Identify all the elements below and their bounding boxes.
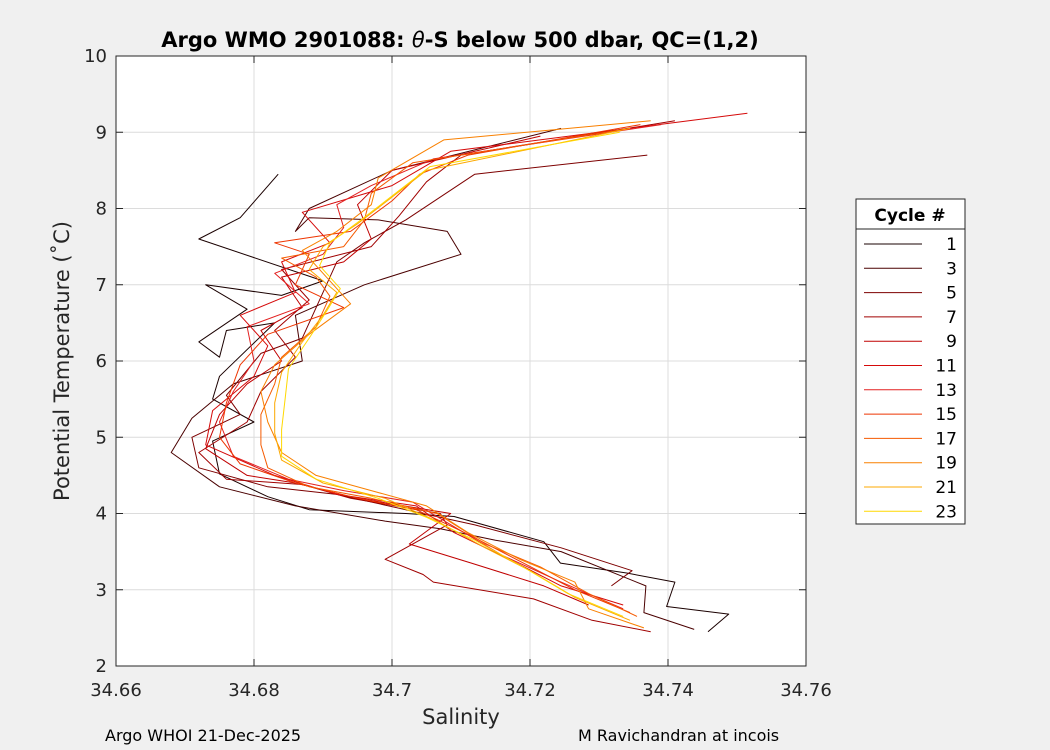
series-line-cycle-19 bbox=[260, 120, 651, 629]
y-axis-label: Potential Temperature (˚C) bbox=[50, 221, 74, 501]
legend-title: Cycle # bbox=[874, 206, 945, 226]
y-tick-label: 4 bbox=[96, 504, 107, 525]
x-tick-label: 34.74 bbox=[642, 680, 694, 701]
axis-ticks: 34.66 34.68 34.7 34.72 34.74 34.76 2 3 4 5 6 7 8 9 10 bbox=[84, 46, 832, 701]
legend-label-cycle-7: 7 bbox=[946, 308, 957, 328]
series-line-cycle-5 bbox=[191, 154, 648, 587]
footer-author: M Ravichandran at incois bbox=[578, 726, 780, 745]
legend-label-cycle-5: 5 bbox=[946, 284, 957, 304]
series-line-cycle-13 bbox=[219, 124, 662, 610]
y-tick-label: 7 bbox=[96, 275, 107, 296]
x-tick-label: 34.66 bbox=[90, 680, 142, 701]
legend-label-cycle-17: 17 bbox=[935, 429, 957, 449]
x-axis-label: Salinity bbox=[422, 705, 500, 729]
x-tick-label: 34.72 bbox=[504, 680, 556, 701]
x-tick-label: 34.76 bbox=[780, 680, 832, 701]
y-tick-label: 10 bbox=[84, 46, 107, 67]
y-tick-label: 3 bbox=[96, 580, 107, 601]
y-tick-label: 2 bbox=[96, 656, 107, 677]
legend-label-cycle-23: 23 bbox=[935, 502, 957, 522]
legend-label-cycle-15: 15 bbox=[935, 405, 957, 425]
series-line-cycle-17 bbox=[260, 127, 638, 617]
y-tick-label: 5 bbox=[96, 427, 107, 448]
legend-label-cycle-19: 19 bbox=[935, 454, 957, 474]
legend-label-cycle-21: 21 bbox=[935, 478, 957, 498]
y-tick-label: 8 bbox=[96, 199, 107, 220]
series-line-cycle-9 bbox=[205, 135, 589, 606]
x-tick-label: 34.7 bbox=[372, 680, 412, 701]
x-tick-label: 34.68 bbox=[228, 680, 280, 701]
footer-source: Argo WHOI 21-Dec-2025 bbox=[105, 726, 302, 745]
legend-label-cycle-11: 11 bbox=[935, 357, 957, 377]
legend-label-cycle-9: 9 bbox=[946, 332, 957, 352]
legend-box bbox=[855, 198, 966, 525]
legend-label-cycle-3: 3 bbox=[946, 259, 957, 279]
y-tick-label: 9 bbox=[96, 122, 107, 143]
legend-label-cycle-1: 1 bbox=[946, 235, 957, 255]
y-tick-label: 6 bbox=[96, 351, 107, 372]
series-line-cycle-15 bbox=[219, 124, 641, 614]
legend-label-cycle-13: 13 bbox=[935, 381, 957, 401]
data-series bbox=[170, 112, 748, 633]
series-line-cycle-11 bbox=[205, 112, 748, 606]
series-line-cycle-7 bbox=[198, 120, 675, 633]
chart-title: Argo WMO 2901088: θ-S below 500 dbar, QC… bbox=[161, 28, 758, 52]
series-line-cycle-21 bbox=[274, 127, 631, 621]
series-line-cycle-23 bbox=[281, 131, 624, 617]
